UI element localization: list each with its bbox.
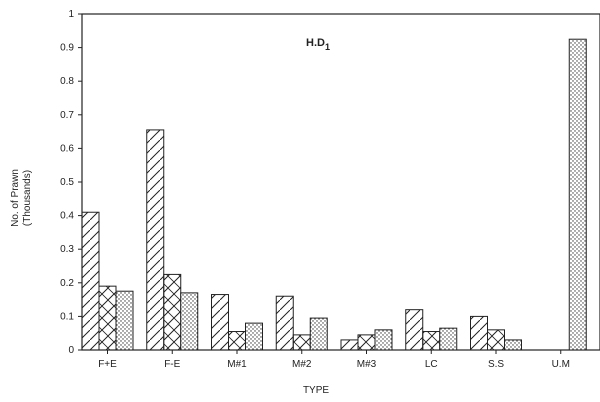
annotation: H.D1: [306, 37, 330, 52]
bar: [422, 331, 441, 351]
bar: [115, 290, 134, 351]
bar: [470, 315, 488, 351]
y-tick-label: 0.9: [60, 43, 74, 54]
bar: [163, 273, 182, 351]
y-tick-label: 1: [68, 9, 74, 20]
bar: [98, 285, 117, 351]
y-tick-label: 0.6: [60, 143, 74, 154]
y-axis: 0 0.1 0.2 0.3 0.4 0.5 0.6 0.7 0.8 0.9 1: [60, 9, 82, 356]
y-tick-label: 0.3: [60, 244, 74, 255]
bar: [504, 339, 522, 351]
y-tick-label: 0.1: [60, 311, 74, 322]
x-axis-title: TYPE: [303, 385, 329, 396]
y-tick-label: 0.7: [60, 110, 74, 121]
x-axis: F+E F-E M#1 M#2 M#3 LC S.S U.M: [98, 350, 570, 370]
y-tick-label: 0.8: [60, 76, 74, 87]
category-label: F+E: [98, 359, 117, 370]
bar: [487, 329, 505, 351]
y-axis-unit: (Thousands): [22, 170, 33, 226]
bar: [211, 294, 229, 351]
bar: [405, 309, 424, 351]
y-tick-label: 0.2: [60, 278, 74, 289]
category-label: M#1: [227, 359, 247, 370]
bar: [439, 327, 458, 351]
bar: [357, 334, 376, 351]
bar: [245, 322, 263, 351]
y-tick-label: 0.4: [60, 211, 74, 222]
bar: [180, 292, 199, 351]
bar: [292, 334, 311, 351]
bar: [275, 295, 294, 351]
bar: [228, 331, 246, 351]
category-label: F-E: [164, 359, 180, 370]
category-label: M#2: [292, 359, 312, 370]
y-tick-label: 0.5: [60, 177, 74, 188]
bars: [81, 38, 587, 351]
category-label: S.S: [488, 359, 504, 370]
y-axis-title: No. of Prawn: [10, 169, 21, 227]
category-label: LC: [425, 359, 438, 370]
bar: [568, 38, 587, 351]
bar: [309, 317, 328, 351]
category-label: U.M: [552, 359, 570, 370]
category-label: M#3: [357, 359, 377, 370]
bar: [146, 129, 165, 351]
bar: [340, 339, 359, 351]
bar: [81, 211, 100, 351]
y-tick-label: 0: [68, 345, 74, 356]
bar: [374, 329, 393, 351]
